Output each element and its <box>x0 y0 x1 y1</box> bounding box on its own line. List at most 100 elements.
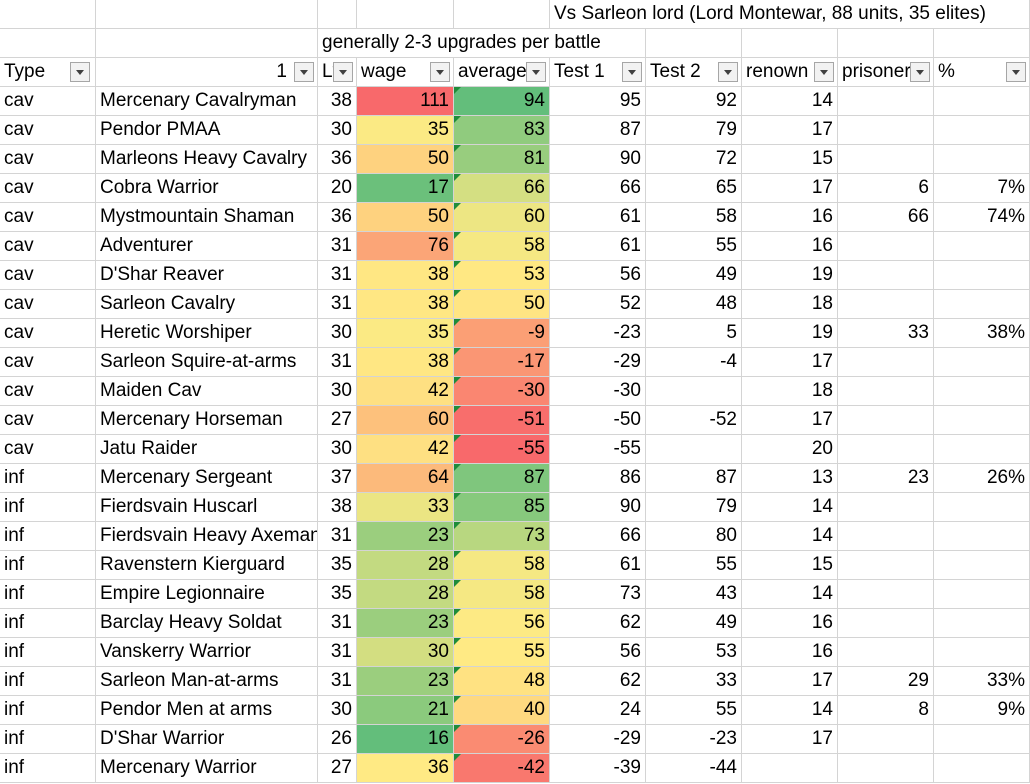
filter-button[interactable] <box>622 62 642 82</box>
cell: -29 <box>550 348 646 377</box>
header-label: 1 <box>276 61 287 82</box>
cell: 27 <box>318 406 357 435</box>
cell: -29 <box>550 725 646 754</box>
cell: 61 <box>550 232 646 261</box>
cell: 92 <box>646 87 742 116</box>
cell: Barclay Heavy Soldat <box>96 609 318 638</box>
error-indicator <box>454 667 461 674</box>
scaled-cell: 81 <box>454 145 550 174</box>
cell: 66 <box>838 203 934 232</box>
cell: cav <box>0 116 96 145</box>
cell: 15 <box>742 145 838 174</box>
cell: cav <box>0 377 96 406</box>
cell: 8 <box>838 696 934 725</box>
cell <box>838 29 934 58</box>
cell: Pendor Men at arms <box>96 696 318 725</box>
filter-button[interactable] <box>294 62 314 82</box>
error-indicator <box>454 87 461 94</box>
cell: 31 <box>318 261 357 290</box>
cell <box>838 261 934 290</box>
filter-button[interactable] <box>70 62 90 82</box>
cell <box>742 0 838 29</box>
cell: inf <box>0 754 96 783</box>
cell: 86 <box>550 464 646 493</box>
cell: Jatu Raider <box>96 435 318 464</box>
error-indicator <box>454 551 461 558</box>
scaled-cell: 76 <box>357 232 454 261</box>
cell <box>838 377 934 406</box>
cell: inf <box>0 638 96 667</box>
header-cell: wage <box>357 58 454 87</box>
filter-button[interactable] <box>430 62 450 82</box>
error-indicator <box>454 522 461 529</box>
filter-button[interactable] <box>1006 62 1026 82</box>
cell: 66 <box>550 522 646 551</box>
error-indicator <box>454 406 461 413</box>
error-indicator <box>454 174 461 181</box>
cell <box>646 0 742 29</box>
cell: 16 <box>742 232 838 261</box>
scaled-cell: 35 <box>357 116 454 145</box>
cell <box>646 435 742 464</box>
error-indicator <box>454 377 461 384</box>
cell: -52 <box>646 406 742 435</box>
cell: 13 <box>742 464 838 493</box>
filter-button[interactable] <box>814 62 834 82</box>
cell: -50 <box>550 406 646 435</box>
cell <box>934 261 1030 290</box>
cell: 30 <box>318 435 357 464</box>
cell: 49 <box>646 261 742 290</box>
cell: 31 <box>318 348 357 377</box>
cell <box>934 435 1030 464</box>
cell: 52 <box>550 290 646 319</box>
filter-button[interactable] <box>333 62 353 82</box>
cell <box>838 116 934 145</box>
cell <box>454 29 550 58</box>
cell <box>838 232 934 261</box>
filter-button[interactable] <box>526 62 546 82</box>
cell: 36 <box>318 145 357 174</box>
cell: Adventurer <box>96 232 318 261</box>
cell <box>838 580 934 609</box>
cell <box>934 493 1030 522</box>
cell: 14 <box>742 87 838 116</box>
cell: -55 <box>550 435 646 464</box>
scaled-cell: 66 <box>454 174 550 203</box>
cell: 14 <box>742 522 838 551</box>
cell: Sarleon Squire-at-arms <box>96 348 318 377</box>
cell: 35 <box>318 580 357 609</box>
scaled-cell: 30 <box>357 638 454 667</box>
cell: 53 <box>646 638 742 667</box>
error-indicator <box>454 348 461 355</box>
cell: Pendor PMAA <box>96 116 318 145</box>
cell <box>934 522 1030 551</box>
cell: 14 <box>742 493 838 522</box>
error-indicator <box>454 754 461 761</box>
cell: 80 <box>646 522 742 551</box>
scaled-cell: 58 <box>454 232 550 261</box>
cell <box>838 551 934 580</box>
cell: 56 <box>550 261 646 290</box>
cell: 23 <box>838 464 934 493</box>
cell: 30 <box>318 319 357 348</box>
cell: 30 <box>318 377 357 406</box>
cell: inf <box>0 522 96 551</box>
scaled-cell: 38 <box>357 348 454 377</box>
cell <box>934 348 1030 377</box>
cell: -4 <box>646 348 742 377</box>
filter-button[interactable] <box>718 62 738 82</box>
cell <box>934 754 1030 783</box>
filter-button[interactable] <box>910 62 930 82</box>
cell: cav <box>0 261 96 290</box>
scaled-cell: -51 <box>454 406 550 435</box>
cell: 65 <box>646 174 742 203</box>
cell: inf <box>0 696 96 725</box>
cell <box>96 29 318 58</box>
scaled-cell: -26 <box>454 725 550 754</box>
cell: -39 <box>550 754 646 783</box>
cell: Vanskerry Warrior <box>96 638 318 667</box>
scaled-cell: 83 <box>454 116 550 145</box>
cell: Empire Legionnaire <box>96 580 318 609</box>
cell: 62 <box>550 609 646 638</box>
